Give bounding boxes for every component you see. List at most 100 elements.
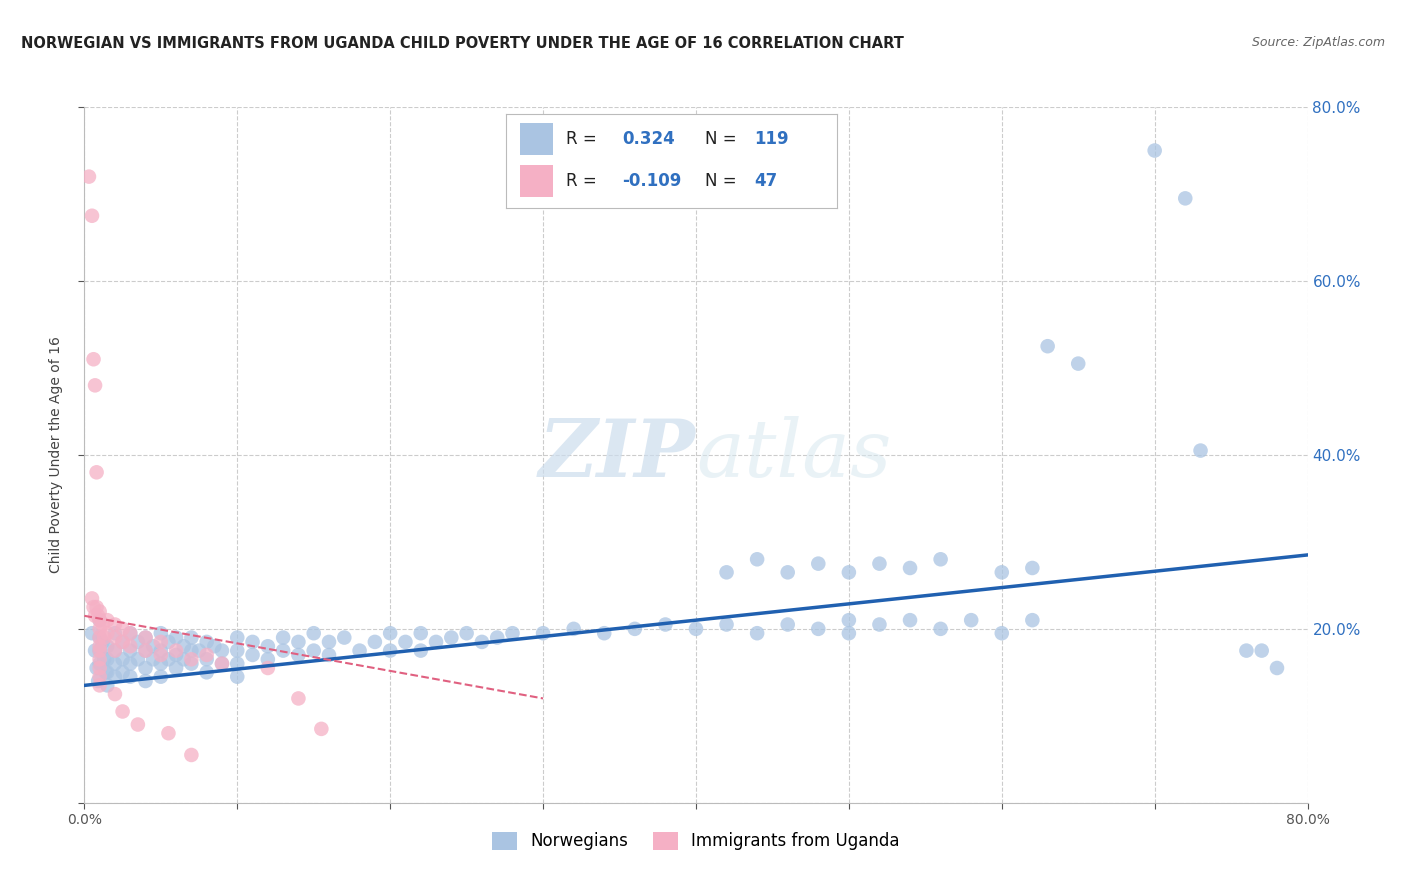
Point <box>104 657 127 671</box>
Point <box>1021 613 1043 627</box>
Point <box>91 617 114 632</box>
Point <box>135 631 157 645</box>
Point <box>127 652 149 666</box>
Point <box>104 670 127 684</box>
Point <box>96 639 118 653</box>
Y-axis label: Child Poverty Under the Age of 16: Child Poverty Under the Age of 16 <box>49 336 63 574</box>
Point <box>89 631 111 645</box>
Point <box>211 657 233 671</box>
Point <box>89 678 111 692</box>
Point <box>96 613 118 627</box>
Point <box>747 552 769 566</box>
Point <box>80 626 103 640</box>
Point <box>77 169 100 184</box>
Point <box>127 717 149 731</box>
Point <box>89 643 111 657</box>
Point <box>149 670 172 684</box>
Point <box>142 639 165 653</box>
Point <box>87 608 110 623</box>
Point <box>86 600 108 615</box>
Point <box>349 643 371 657</box>
Point <box>104 643 127 657</box>
Point <box>624 622 647 636</box>
Point <box>165 643 187 657</box>
Point <box>1036 339 1059 353</box>
Point <box>84 643 107 657</box>
Point <box>287 691 309 706</box>
Point <box>93 631 115 645</box>
Point <box>104 687 127 701</box>
Point <box>1189 443 1212 458</box>
Point <box>318 635 340 649</box>
Point <box>257 661 280 675</box>
Point <box>960 613 983 627</box>
Point <box>149 648 172 662</box>
Point <box>471 635 494 649</box>
Point <box>271 643 294 657</box>
Point <box>180 643 202 657</box>
Point <box>456 626 478 640</box>
Point <box>202 639 225 653</box>
Point <box>149 657 172 671</box>
Point <box>394 635 416 649</box>
Point <box>1236 643 1258 657</box>
Point <box>127 635 149 649</box>
Point <box>84 608 107 623</box>
Point <box>440 631 463 645</box>
Point <box>195 635 218 649</box>
Point <box>165 648 187 662</box>
Point <box>409 626 432 640</box>
Point <box>1265 661 1288 675</box>
Point <box>257 639 280 653</box>
Point <box>89 631 111 645</box>
Point <box>502 626 524 640</box>
Point <box>96 652 118 666</box>
Point <box>869 557 891 571</box>
Point <box>242 635 264 649</box>
Point <box>425 635 447 649</box>
Point <box>89 613 111 627</box>
Point <box>120 626 142 640</box>
Point <box>96 626 118 640</box>
Point <box>149 635 172 649</box>
Point <box>593 626 616 640</box>
Point <box>807 622 830 636</box>
Point <box>89 670 111 684</box>
Point <box>838 566 860 580</box>
Point <box>195 648 218 662</box>
Point <box>111 622 134 636</box>
Point <box>120 626 142 640</box>
Point <box>157 635 180 649</box>
Point <box>180 747 202 762</box>
Point <box>838 613 860 627</box>
Point <box>83 600 105 615</box>
Text: atlas: atlas <box>696 417 891 493</box>
Point <box>747 626 769 640</box>
Point <box>562 622 585 636</box>
Point <box>180 652 202 666</box>
Point <box>120 670 142 684</box>
Point <box>84 378 107 392</box>
Point <box>173 652 195 666</box>
Point <box>226 643 249 657</box>
Point <box>120 639 142 653</box>
Point <box>89 661 111 675</box>
Point <box>104 626 127 640</box>
Point <box>226 631 249 645</box>
Point <box>287 635 309 649</box>
Point <box>111 665 134 680</box>
Point <box>380 643 402 657</box>
Point <box>195 665 218 680</box>
Point <box>257 652 280 666</box>
Point <box>364 635 387 649</box>
Point <box>195 652 218 666</box>
Point <box>149 643 172 657</box>
Point <box>1174 191 1197 205</box>
Point <box>869 617 891 632</box>
Point <box>157 726 180 740</box>
Point <box>991 626 1014 640</box>
Point <box>149 626 172 640</box>
Point <box>654 617 676 632</box>
Point <box>89 605 111 619</box>
Point <box>111 705 134 719</box>
